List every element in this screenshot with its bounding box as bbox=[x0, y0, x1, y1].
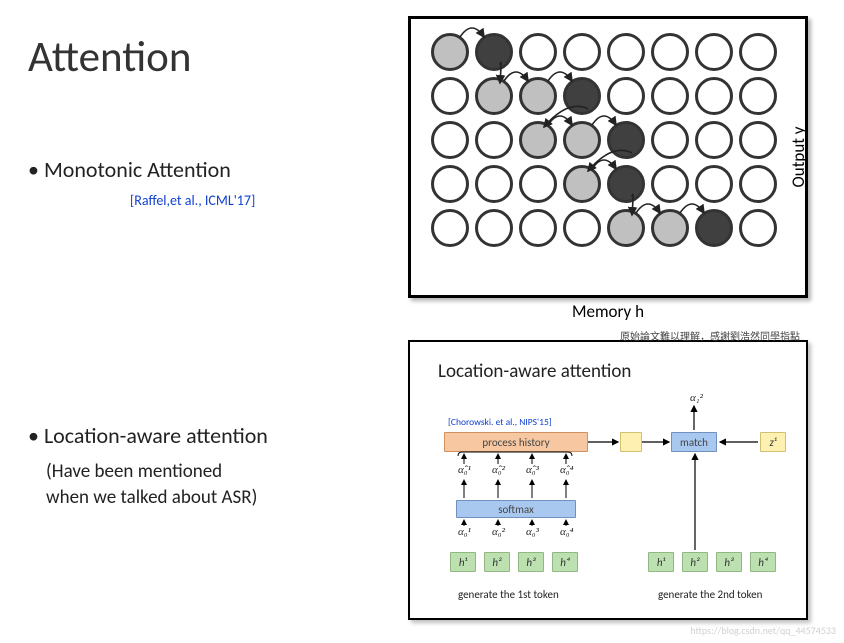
subtext-line2: when we talked about ASR) bbox=[46, 486, 257, 509]
grid-cell bbox=[563, 165, 601, 203]
grid-cell bbox=[519, 165, 557, 203]
grid-cell bbox=[431, 209, 469, 247]
bullet-location-aware: Location-aware attention bbox=[28, 422, 268, 449]
grid-cell bbox=[607, 165, 645, 203]
grid-cell bbox=[739, 121, 777, 159]
fig1-ylabel-text: Output y bbox=[788, 127, 809, 188]
grid-cell bbox=[475, 33, 513, 71]
grid-cell bbox=[651, 209, 689, 247]
figure-monotonic-attention: Memory h Output y bbox=[408, 16, 808, 298]
grid-cell bbox=[739, 209, 777, 247]
grid-cell bbox=[607, 121, 645, 159]
figure-location-aware-attention: 原始論文難以理解，感謝劉浩然同學指點 Location-aware attent… bbox=[408, 340, 808, 620]
citation-raffel: [Raffel,et al., ICML'17] bbox=[130, 192, 255, 209]
grid-cell bbox=[563, 121, 601, 159]
grid-cell bbox=[695, 33, 733, 71]
grid-cell bbox=[475, 77, 513, 115]
grid-cell bbox=[431, 121, 469, 159]
grid-cell bbox=[519, 77, 557, 115]
fig1-xlabel-text: Memory h bbox=[572, 301, 644, 322]
grid-cell bbox=[607, 209, 645, 247]
grid-cell bbox=[563, 209, 601, 247]
grid-cell bbox=[519, 121, 557, 159]
grid-cell bbox=[431, 165, 469, 203]
grid-cell bbox=[431, 33, 469, 71]
grid-cell bbox=[651, 165, 689, 203]
grid-cell bbox=[695, 209, 733, 247]
page-title: Attention bbox=[28, 30, 191, 83]
fig1-ylabel: Output y bbox=[788, 127, 809, 188]
fig1-xlabel: Memory h bbox=[411, 301, 805, 322]
fig2-arrows bbox=[410, 342, 810, 622]
grid-cell bbox=[739, 77, 777, 115]
grid-cell bbox=[475, 165, 513, 203]
bullet-monotonic: Monotonic Attention bbox=[28, 156, 231, 183]
grid-cell bbox=[563, 33, 601, 71]
subtext-line1: (Have been mentioned bbox=[46, 460, 222, 483]
grid-cell bbox=[695, 77, 733, 115]
fig2-note: 原始論文難以理解，感謝劉浩然同學指點 bbox=[620, 328, 800, 343]
grid-cell bbox=[651, 33, 689, 71]
grid-cell bbox=[739, 33, 777, 71]
grid-cell bbox=[431, 77, 469, 115]
grid-cell bbox=[519, 33, 557, 71]
grid-cell bbox=[475, 121, 513, 159]
grid-cell bbox=[563, 77, 601, 115]
grid-cell bbox=[519, 209, 557, 247]
grid-cell bbox=[607, 77, 645, 115]
attention-grid bbox=[431, 33, 783, 273]
grid-cell bbox=[607, 33, 645, 71]
grid-cell bbox=[739, 165, 777, 203]
grid-cell bbox=[475, 209, 513, 247]
grid-cell bbox=[695, 121, 733, 159]
grid-cell bbox=[651, 121, 689, 159]
grid-cell bbox=[651, 77, 689, 115]
watermark: https://blog.csdn.net/qq_44574533 bbox=[690, 624, 836, 637]
grid-cell bbox=[695, 165, 733, 203]
